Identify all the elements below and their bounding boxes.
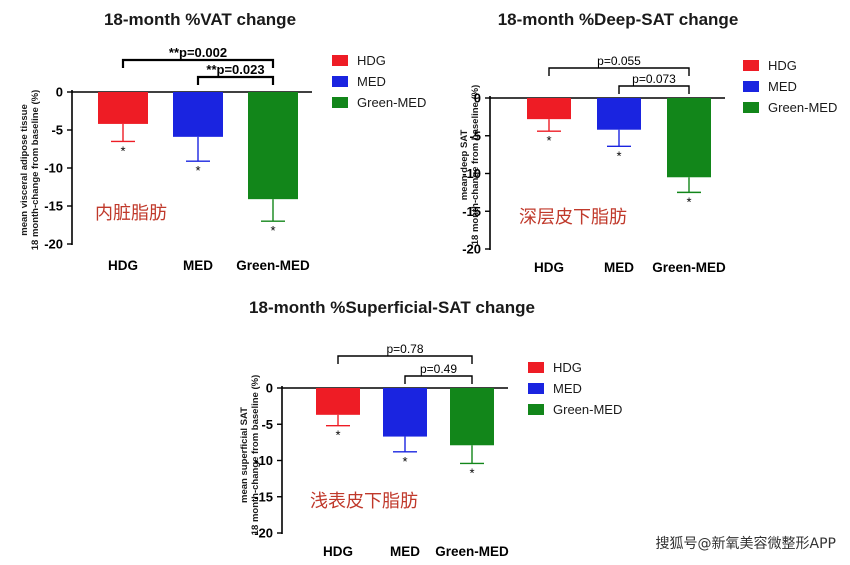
legend-item-med: MED <box>743 76 837 97</box>
y-tick-label: -15 <box>462 204 481 219</box>
legend-item-green-med: Green-MED <box>332 92 426 113</box>
significance-bracket <box>404 375 473 384</box>
bar-green-med <box>667 98 711 178</box>
bracket-p-value: p=0.073 <box>632 72 676 86</box>
category-label: HDG <box>323 544 353 559</box>
vat-chart-plot: 0 -5 -10 -15 -20 * HDG * MED * Green-MED **p=0.002 *… <box>44 45 312 273</box>
category-label: MED <box>390 544 420 559</box>
legend-label: MED <box>768 79 797 94</box>
deep-sat-chart-plot: 0 -5 -10 -15 -20 * HDG * MED * Green-MED p=0.055 p=0… <box>462 54 726 275</box>
significance-marker: * <box>335 428 340 443</box>
y-tick-label: -10 <box>254 453 273 468</box>
bracket-p-value: **p=0.023 <box>206 62 264 77</box>
bar-hdg <box>527 98 571 120</box>
category-label: MED <box>183 258 213 273</box>
bracket-p-value: p=0.055 <box>597 54 641 68</box>
significance-marker: * <box>120 143 125 158</box>
legend: HDG MED Green-MED <box>528 357 622 420</box>
legend-swatch-med <box>743 81 759 92</box>
y-tick-label: -5 <box>469 128 481 143</box>
significance-marker: * <box>270 223 275 238</box>
bar-med <box>597 98 641 130</box>
deep-sat-chart-panel: 18-month %Deep-SAT change mean deep SAT … <box>430 0 850 285</box>
legend-label: HDG <box>553 360 582 375</box>
vat-chart-panel: 18-month %VAT change mean visceral adipo… <box>0 0 430 285</box>
legend-label: HDG <box>357 53 386 68</box>
significance-marker: * <box>546 133 551 148</box>
significance-bracket <box>618 85 690 94</box>
bar-green-med <box>248 92 298 200</box>
legend-item-med: MED <box>332 71 426 92</box>
bracket-p-value: p=0.78 <box>386 342 423 356</box>
category-label: Green-MED <box>652 260 726 275</box>
y-tick-label: -5 <box>261 417 273 432</box>
y-tick-label: 0 <box>474 91 481 106</box>
bar-med <box>383 388 427 437</box>
legend-swatch-hdg <box>332 55 348 66</box>
y-tick-label: -5 <box>51 123 63 138</box>
chart-title: 18-month %VAT change <box>103 10 297 29</box>
watermark-text: 搜狐号@新氧美容微整形APP <box>655 536 836 552</box>
significance-marker: * <box>402 454 407 469</box>
chinese-annotation: 内脏脂肪 <box>95 203 167 224</box>
chart-title: 18-month %Superficial-SAT change <box>249 298 535 317</box>
significance-marker: * <box>469 465 474 480</box>
bar-hdg <box>316 388 360 415</box>
y-tick-label: -10 <box>462 166 481 181</box>
significance-bracket <box>337 355 473 364</box>
legend-swatch-green-med <box>743 102 759 113</box>
legend-label: MED <box>553 381 582 396</box>
superficial-sat-chart-panel: 18-month %Superficial-SAT change mean su… <box>210 290 650 565</box>
bar-green-med <box>450 388 494 446</box>
legend-item-med: MED <box>528 378 622 399</box>
legend-swatch-green-med <box>528 404 544 415</box>
chinese-annotation: 浅表皮下脂肪 <box>310 491 418 512</box>
y-tick-label: 0 <box>56 85 63 100</box>
bar-hdg <box>98 92 148 124</box>
legend-swatch-med <box>332 76 348 87</box>
bracket-p-value: p=0.49 <box>420 362 457 376</box>
legend-item-green-med: Green-MED <box>743 97 837 118</box>
category-label: Green-MED <box>435 544 509 559</box>
bar-med <box>173 92 223 137</box>
y-tick-label: -15 <box>44 199 63 214</box>
y-tick-label: -20 <box>462 242 481 257</box>
legend-label: Green-MED <box>553 402 623 417</box>
legend-swatch-med <box>528 383 544 394</box>
legend-item-green-med: Green-MED <box>528 399 622 420</box>
significance-marker: * <box>686 194 691 209</box>
legend: HDG MED Green-MED <box>332 50 426 113</box>
legend-swatch-hdg <box>743 60 759 71</box>
significance-marker: * <box>616 148 621 163</box>
bracket-p-value: **p=0.002 <box>169 45 227 60</box>
significance-bracket <box>121 58 275 68</box>
legend-label: Green-MED <box>768 100 838 115</box>
legend-swatch-hdg <box>528 362 544 373</box>
legend-swatch-green-med <box>332 97 348 108</box>
y-tick-label: -20 <box>254 526 273 541</box>
legend-label: Green-MED <box>357 95 427 110</box>
chinese-annotation: 深层皮下脂肪 <box>519 207 627 228</box>
legend-item-hdg: HDG <box>332 50 426 71</box>
legend-label: MED <box>357 74 386 89</box>
y-tick-label: -10 <box>44 161 63 176</box>
category-label: HDG <box>108 258 138 273</box>
legend: HDG MED Green-MED <box>743 55 837 118</box>
significance-bracket <box>548 67 690 76</box>
legend-item-hdg: HDG <box>743 55 837 76</box>
legend-label: HDG <box>768 58 797 73</box>
y-tick-label: -20 <box>44 237 63 252</box>
category-label: HDG <box>534 260 564 275</box>
y-tick-label: -15 <box>254 489 273 504</box>
y-tick-label: 0 <box>266 381 273 396</box>
category-label: MED <box>604 260 634 275</box>
significance-marker: * <box>195 163 200 178</box>
superficial-sat-chart-plot: 0 -5 -10 -15 -20 * HDG * MED * Green-MED p=0.78 p=0.… <box>254 342 509 559</box>
significance-bracket <box>196 75 275 85</box>
category-label: Green-MED <box>236 258 310 273</box>
legend-item-hdg: HDG <box>528 357 622 378</box>
chart-title: 18-month %Deep-SAT change <box>497 10 739 29</box>
